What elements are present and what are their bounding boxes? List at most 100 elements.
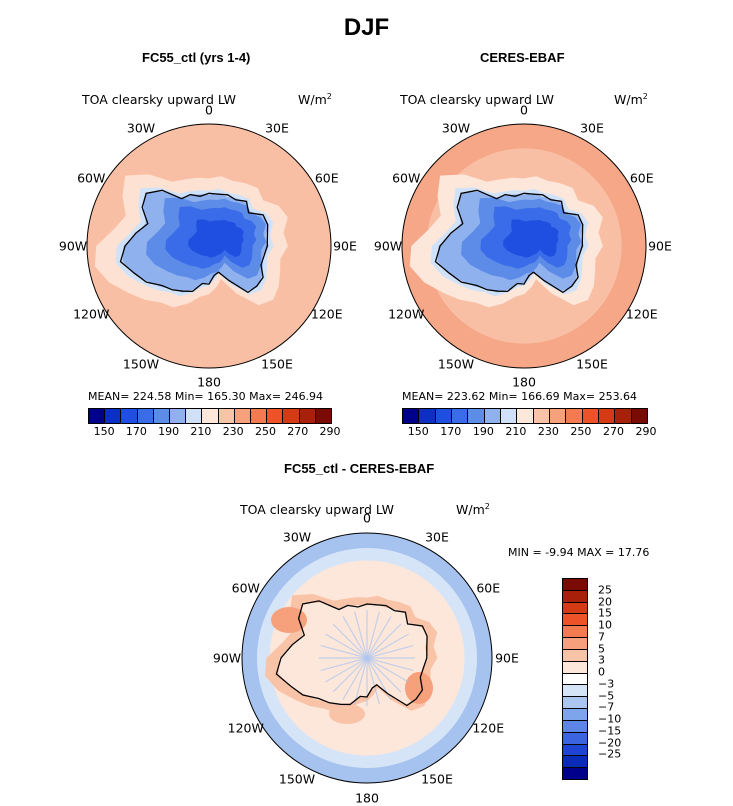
colorbar-swatch-1: [105, 409, 122, 423]
colorbar-tick-0: 25: [598, 583, 612, 597]
colorbar-tick-1: 170: [125, 425, 147, 438]
colorbar-tick-7: 290: [635, 425, 657, 438]
model-lon-label-10: 60W: [77, 170, 106, 186]
map-boundary: [401, 123, 647, 369]
colorbar-tick-13: −20: [598, 736, 622, 750]
colorbar-tick-5: 5: [598, 642, 605, 656]
colorbar-swatch-9: [549, 409, 567, 423]
colorbar-swatch-5: [170, 409, 187, 423]
colorbar-swatch-11: [582, 409, 599, 423]
colorbar-swatch-5: [563, 638, 587, 650]
obs-lon-label-11: 30W: [441, 120, 471, 136]
colorbar-tick-9: −5: [598, 689, 615, 703]
colorbar-swatch-2: [563, 602, 587, 615]
colorbar-swatch-1: [419, 409, 436, 423]
colorbar-swatch-12: [563, 720, 587, 733]
colorbar-swatch-9: [563, 685, 587, 698]
obs-variable-label: TOA clearsky upward LW: [400, 92, 555, 107]
diff-lon-label-10: 60W: [231, 580, 260, 596]
colorbar-tick-5: 250: [570, 425, 592, 438]
colorbar-swatch-12: [598, 409, 616, 423]
diff-colorbar-ticks: 25 20 15 10 7 5 3 0 −3 −5 −7 −10 −15 −20 −25: [598, 578, 628, 778]
colorbar-tick-7: 290: [319, 425, 341, 438]
model-lon-label-6: 180: [197, 374, 221, 390]
colorbar-tick-5: 250: [254, 425, 276, 438]
radial-streak: [325, 657, 368, 683]
colorbar-tick-1: 20: [598, 595, 612, 609]
colorbar-swatch-6: [186, 409, 203, 423]
colorbar-swatch-7: [563, 661, 587, 674]
diff-stats: MIN = -9.94 MAX = 17.76: [508, 546, 650, 559]
colorbar-tick-2: 190: [472, 425, 494, 438]
colorbar-tick-6: 270: [287, 425, 309, 438]
radial-streak: [332, 657, 368, 693]
colorbar-tick-7: 0: [598, 665, 605, 679]
radial-streak: [342, 616, 368, 659]
diff-lon-label-8: 120W: [227, 720, 264, 736]
diff-lon-label-3: 90E: [495, 650, 519, 666]
radial-streak: [366, 657, 380, 705]
diff-lon-label-9: 90W: [212, 650, 242, 666]
diff-lon-label-0: 0: [363, 510, 371, 526]
colorbar-swatch-10: [566, 409, 583, 423]
colorbar-swatch-7: [517, 409, 534, 423]
colorbar-swatch-13: [299, 409, 316, 423]
radial-streak: [354, 611, 368, 659]
model-lon-label-0: 0: [205, 102, 213, 118]
diff-polar-map: [241, 532, 493, 784]
coastline: [434, 189, 584, 294]
colorbar-swatch-6: [563, 649, 587, 662]
obs-lon-label-3: 90E: [648, 238, 672, 254]
colorbar-tick-2: 15: [598, 606, 612, 620]
radial-streak: [332, 623, 368, 659]
obs-polar-map: [401, 123, 647, 369]
model-lon-label-5: 150E: [261, 356, 293, 372]
colorbar-tick-4: 230: [537, 425, 559, 438]
colorbar-swatch-4: [153, 409, 171, 423]
diff-lon-label-5: 150E: [421, 771, 453, 787]
colorbar-swatch-3: [137, 409, 154, 423]
diff-variable-label: TOA clearsky upward LW: [240, 502, 395, 517]
obs-lon-label-5: 150E: [576, 356, 608, 372]
radial-streak: [320, 645, 368, 659]
obs-stats: MEAN= 223.62 Min= 166.69 Max= 253.64: [402, 390, 638, 403]
figure-title: DJF: [343, 14, 390, 41]
colorbar-tick-3: 210: [505, 425, 527, 438]
model-stats: MEAN= 224.58 Min= 165.30 Max= 246.94: [88, 390, 324, 403]
warm-anomaly-ross: [329, 704, 365, 724]
colorbar-tick-0: 150: [407, 425, 429, 438]
diff-lon-label-7: 150W: [278, 771, 316, 787]
model-lon-label-4: 120E: [310, 306, 343, 322]
obs-lon-label-8: 120W: [388, 306, 425, 322]
colorbar-swatch-13: [615, 409, 632, 423]
colorbar-tick-1: 170: [440, 425, 462, 438]
model-lon-label-7: 150W: [122, 356, 160, 372]
obs-lon-label-10: 60W: [392, 170, 421, 186]
radial-streak: [366, 657, 414, 671]
radial-streak: [366, 657, 409, 683]
model-lon-label-11: 30W: [126, 120, 156, 136]
colorbar-swatch-9: [234, 409, 252, 423]
colorbar-swatch-14: [631, 409, 647, 423]
colorbar-swatch-12: [283, 409, 300, 423]
model-unit-label: W/m2: [298, 92, 332, 107]
obs-panel-title: CERES-EBAF: [480, 50, 565, 65]
colorbar-swatch-7: [202, 409, 219, 423]
colorbar-swatch-11: [563, 709, 587, 721]
continent-deep: [188, 219, 244, 258]
radial-streak: [366, 616, 392, 659]
coastline: [119, 189, 269, 294]
continent-deep: [503, 219, 559, 258]
model-panel-title: FC55_ctl (yrs 1-4): [142, 50, 251, 65]
diff-lon-label-4: 120E: [472, 720, 505, 736]
colorbar-tick-8: −3: [598, 677, 615, 691]
radial-streak: [325, 633, 368, 659]
colorbar-tick-12: −15: [598, 724, 622, 738]
colorbar-tick-4: 7: [598, 630, 605, 644]
model-lon-label-8: 120W: [73, 306, 110, 322]
colorbar-swatch-8: [218, 409, 235, 423]
radial-streak: [366, 645, 414, 659]
diff-lon-label-2: 60E: [476, 580, 501, 596]
obs-lon-label-4: 120E: [625, 306, 658, 322]
model-lon-label-1: 30E: [265, 120, 289, 136]
